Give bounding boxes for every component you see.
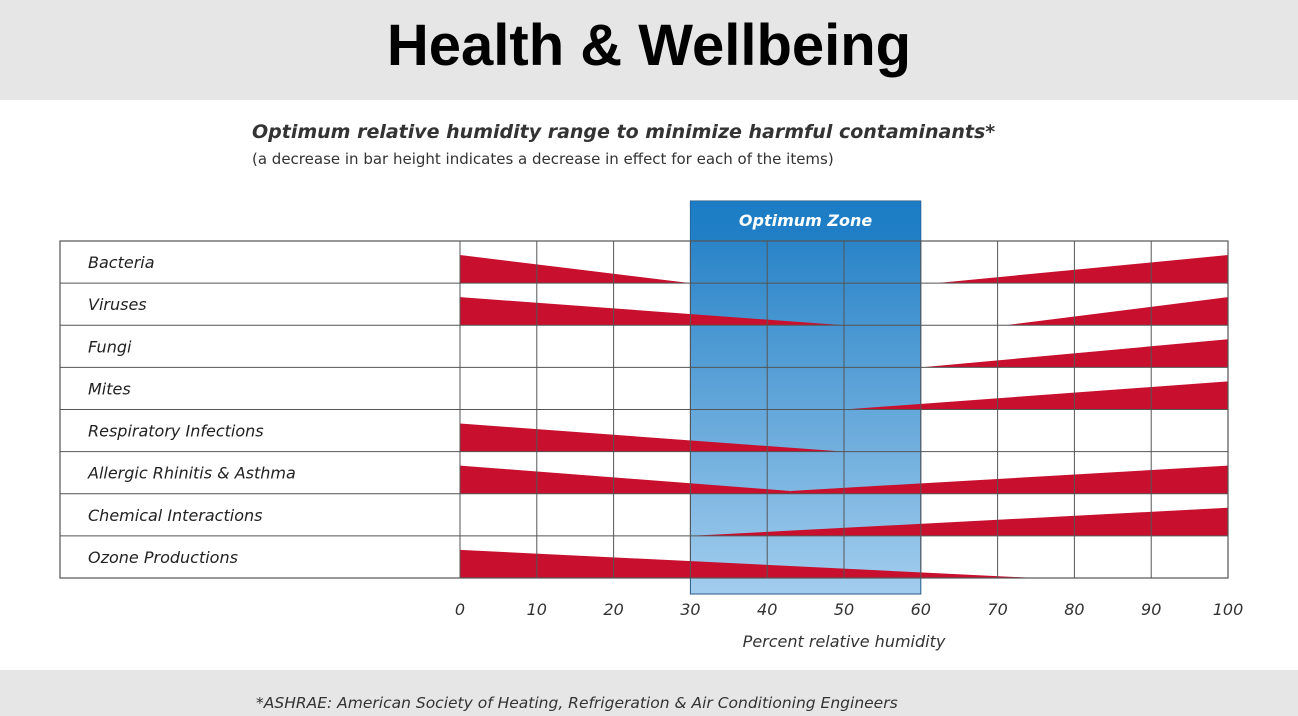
- effect-bar: [790, 465, 1228, 494]
- effect-bar: [936, 255, 1228, 284]
- x-tick-label: 20: [603, 600, 623, 619]
- effect-bar: [460, 297, 844, 326]
- row-label: Respiratory Infections: [88, 422, 264, 441]
- effect-bar: [844, 381, 1228, 410]
- x-tick-label: 70: [987, 600, 1007, 619]
- effect-bar: [1005, 297, 1228, 326]
- x-tick-label: 10: [527, 600, 547, 619]
- effect-bar: [690, 507, 1228, 536]
- row-label: Viruses: [88, 295, 147, 314]
- row-label: Ozone Productions: [88, 548, 238, 567]
- title-banner: [0, 0, 1298, 100]
- chart-subtitle: (a decrease in bar height indicates a de…: [252, 150, 834, 168]
- x-tick-label: 90: [1141, 600, 1161, 619]
- x-tick-label: 60: [911, 600, 931, 619]
- effect-bar: [460, 549, 1036, 578]
- x-tick-label: 40: [757, 600, 777, 619]
- x-tick-label: 0: [455, 600, 465, 619]
- x-axis-label: Percent relative humidity: [743, 632, 946, 651]
- optimum-zone-header: [690, 201, 921, 241]
- row-label: Bacteria: [88, 253, 155, 272]
- footnote: *ASHRAE: American Society of Heating, Re…: [256, 694, 898, 712]
- page-title: Health & Wellbeing: [386, 13, 912, 78]
- x-tick-label: 80: [1064, 600, 1084, 619]
- effect-bar: [460, 423, 844, 452]
- row-label: Fungi: [88, 337, 132, 356]
- x-tick-label: 30: [680, 600, 700, 619]
- row-label: Chemical Interactions: [88, 506, 262, 525]
- x-tick-label: 100: [1213, 600, 1244, 619]
- effect-bar: [460, 255, 691, 284]
- row-label: Allergic Rhinitis & Asthma: [87, 464, 296, 483]
- x-tick-label: 50: [834, 600, 854, 619]
- optimum-zone-label: Optimum Zone: [739, 211, 872, 230]
- row-label: Mites: [88, 379, 131, 398]
- chart-title: Optimum relative humidity range to minim…: [252, 121, 996, 143]
- effect-bar: [460, 465, 791, 494]
- footer-band: [0, 670, 1298, 716]
